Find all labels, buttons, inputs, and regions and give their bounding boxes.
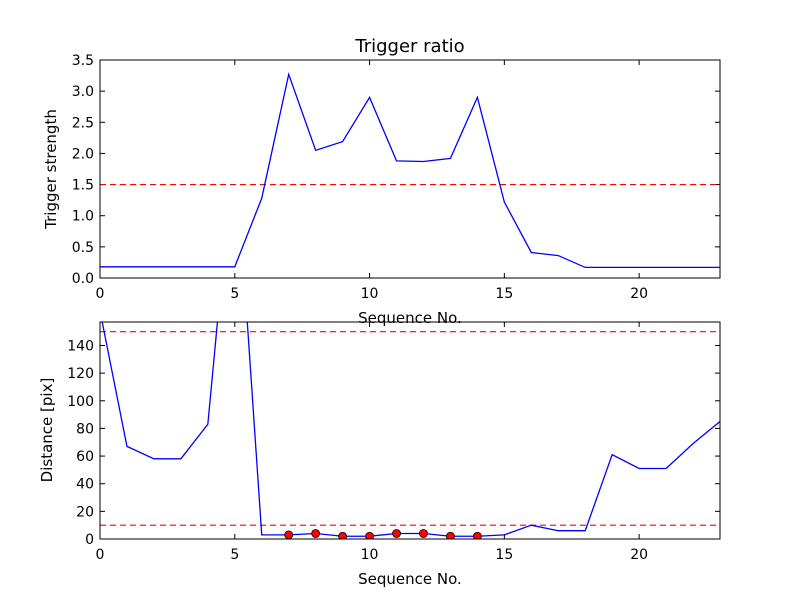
top-series-lines xyxy=(100,71,720,269)
bottom-y-tick-label: 20 xyxy=(76,504,94,520)
bottom-x-tick-label: 5 xyxy=(230,547,239,563)
bottom-series-line xyxy=(101,322,720,537)
top-x-tick-label: 0 xyxy=(96,286,105,302)
trigger-ratio-subplot: Trigger ratio 0 5 10 15 20 0.0 0.5 1.0 1.5 2.0 2.5… xyxy=(42,36,721,327)
bottom-plot-area xyxy=(100,322,720,539)
top-plot-area xyxy=(100,71,720,269)
bottom-series-lines xyxy=(101,322,720,537)
bottom-y-tick-label: 120 xyxy=(67,366,94,382)
top-axis-ticks: 0 5 10 15 20 0.0 0.5 1.0 1.5 2.0 2.5 3.0 3.5 xyxy=(72,53,720,302)
top-y-tick-label: 0.5 xyxy=(72,240,94,256)
bottom-marker-point xyxy=(446,531,455,539)
top-y-tick-label: 1.0 xyxy=(72,209,94,225)
bottom-y-tick-label: 0 xyxy=(85,532,94,548)
bottom-y-tick-label: 40 xyxy=(76,477,94,493)
top-y-tick-label: 2.5 xyxy=(72,115,94,131)
top-y-tick-label: 0.0 xyxy=(72,271,94,287)
bottom-y-tick-label: 80 xyxy=(76,421,94,437)
bottom-marker-point xyxy=(311,529,321,538)
top-series-line xyxy=(100,71,720,269)
bottom-marker-point xyxy=(472,531,482,539)
chart-title: Trigger ratio xyxy=(354,36,464,57)
bottom-x-tick-label: 10 xyxy=(361,547,379,563)
top-y-tick-label: 1.5 xyxy=(72,178,94,194)
bottom-x-tick-label: 15 xyxy=(495,547,513,563)
top-x-tick-label: 5 xyxy=(230,286,239,302)
bottom-x-axis-label: Sequence No. xyxy=(358,570,462,588)
bottom-y-tick-label: 100 xyxy=(67,394,94,410)
bottom-x-tick-label: 0 xyxy=(96,547,105,563)
bottom-x-tick-label: 20 xyxy=(630,547,648,563)
top-x-axis-label: Sequence No. xyxy=(358,309,462,327)
top-axes-frame xyxy=(99,59,721,279)
bottom-threshold-lines xyxy=(100,331,720,526)
bottom-y-tick-label: 140 xyxy=(67,338,94,354)
top-y-tick-label: 3.0 xyxy=(72,84,94,100)
bottom-markers xyxy=(284,529,482,539)
top-x-tick-label: 20 xyxy=(630,286,648,302)
bottom-marker-point xyxy=(392,529,401,538)
bottom-axis-ticks: 0 5 10 15 20 0 20 40 60 80 100 120 140 xyxy=(67,322,720,563)
bottom-marker-point xyxy=(419,529,428,538)
bottom-y-tick-label: 60 xyxy=(76,449,94,465)
top-y-axis-label: Trigger strength xyxy=(42,109,60,230)
bottom-marker-point xyxy=(338,531,348,539)
bottom-marker-point xyxy=(365,531,374,539)
top-y-tick-label: 3.5 xyxy=(72,53,94,69)
bottom-y-axis-label: Distance [pix] xyxy=(38,378,56,483)
top-x-tick-label: 10 xyxy=(361,286,379,302)
bottom-axes-frame xyxy=(99,321,721,540)
bottom-marker-point xyxy=(284,530,294,539)
top-y-tick-label: 2.0 xyxy=(72,146,94,162)
top-x-tick-label: 15 xyxy=(495,286,513,302)
